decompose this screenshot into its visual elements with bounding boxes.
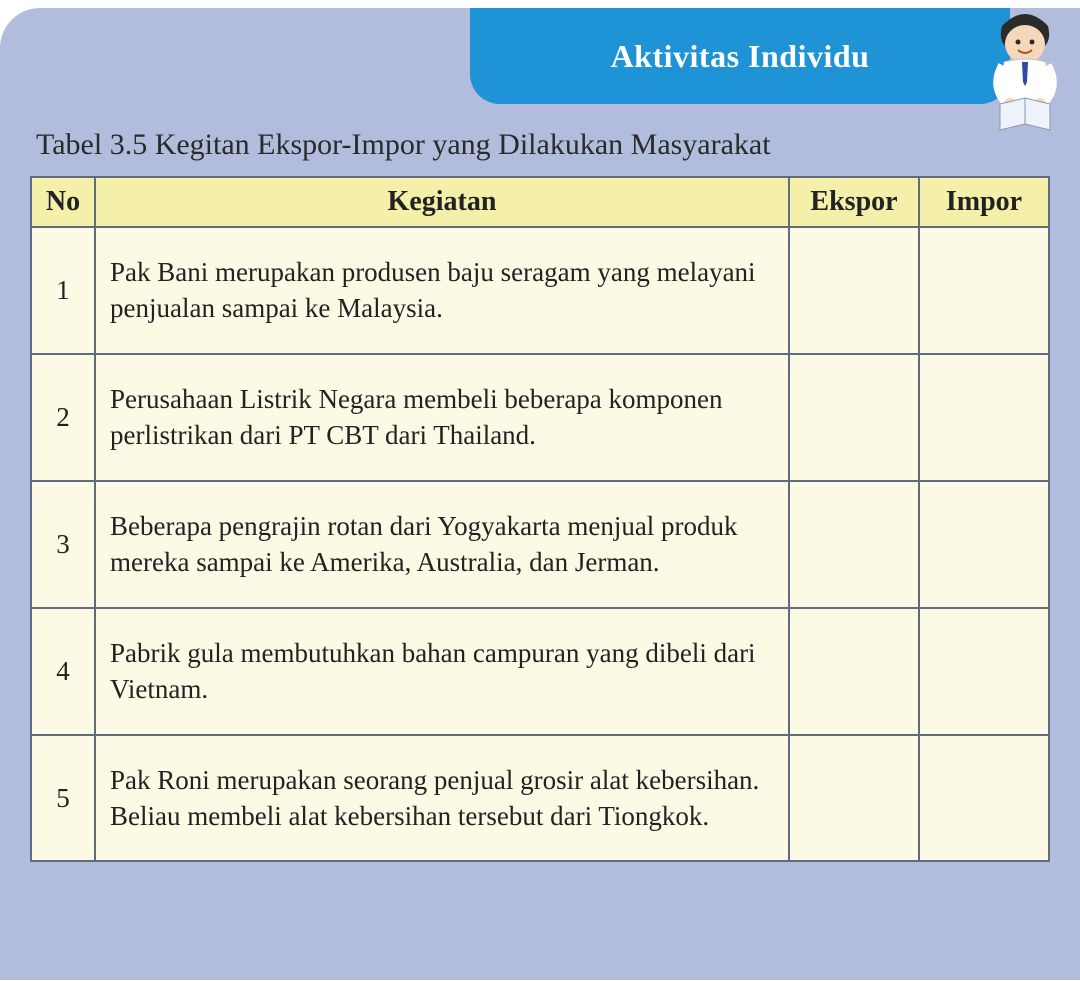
cell-kegiatan: Beberapa pengrajin rotan dari Yogyakarta… [95, 481, 789, 608]
cell-impor[interactable] [919, 735, 1049, 862]
page: Aktivitas Individu [0, 0, 1080, 981]
table-row: 3 Beberapa pengrajin rotan dari Yogyakar… [31, 481, 1049, 608]
cell-kegiatan: Pabrik gula membutuhkan bahan campuran y… [95, 608, 789, 735]
content-panel: Aktivitas Individu [0, 8, 1080, 980]
cell-no: 1 [31, 227, 95, 354]
table-row: 5 Pak Roni merupakan seorang penjual gro… [31, 735, 1049, 862]
cell-kegiatan: Pak Roni merupakan seorang penjual grosi… [95, 735, 789, 862]
cell-ekspor[interactable] [789, 608, 919, 735]
cell-no: 4 [31, 608, 95, 735]
cell-impor[interactable] [919, 608, 1049, 735]
cell-impor[interactable] [919, 354, 1049, 481]
table-row: 1 Pak Bani merupakan produsen baju serag… [31, 227, 1049, 354]
cell-no: 5 [31, 735, 95, 862]
table-row: 4 Pabrik gula membutuhkan bahan campuran… [31, 608, 1049, 735]
cell-kegiatan: Pak Bani merupakan produsen baju seragam… [95, 227, 789, 354]
cell-no: 3 [31, 481, 95, 608]
table-header-row: No Kegiatan Ekspor Impor [31, 177, 1049, 227]
table-caption: Tabel 3.5 Kegitan Ekspor-Impor yang Dila… [36, 128, 1050, 162]
col-header-impor: Impor [919, 177, 1049, 227]
cell-ekspor[interactable] [789, 735, 919, 862]
cell-kegiatan: Perusahaan Listrik Negara membeli bebera… [95, 354, 789, 481]
col-header-no: No [31, 177, 95, 227]
worksheet-table: No Kegiatan Ekspor Impor 1 Pak Bani meru… [30, 176, 1050, 862]
cell-no: 2 [31, 354, 95, 481]
col-header-ekspor: Ekspor [789, 177, 919, 227]
activity-banner: Aktivitas Individu [470, 8, 1010, 104]
table-row: 2 Perusahaan Listrik Negara membeli bebe… [31, 354, 1049, 481]
activity-banner-label: Aktivitas Individu [611, 38, 870, 75]
cell-impor[interactable] [919, 481, 1049, 608]
cell-ekspor[interactable] [789, 481, 919, 608]
cell-impor[interactable] [919, 227, 1049, 354]
col-header-kegiatan: Kegiatan [95, 177, 789, 227]
cell-ekspor[interactable] [789, 227, 919, 354]
cell-ekspor[interactable] [789, 354, 919, 481]
student-mascot-icon [980, 8, 1070, 138]
